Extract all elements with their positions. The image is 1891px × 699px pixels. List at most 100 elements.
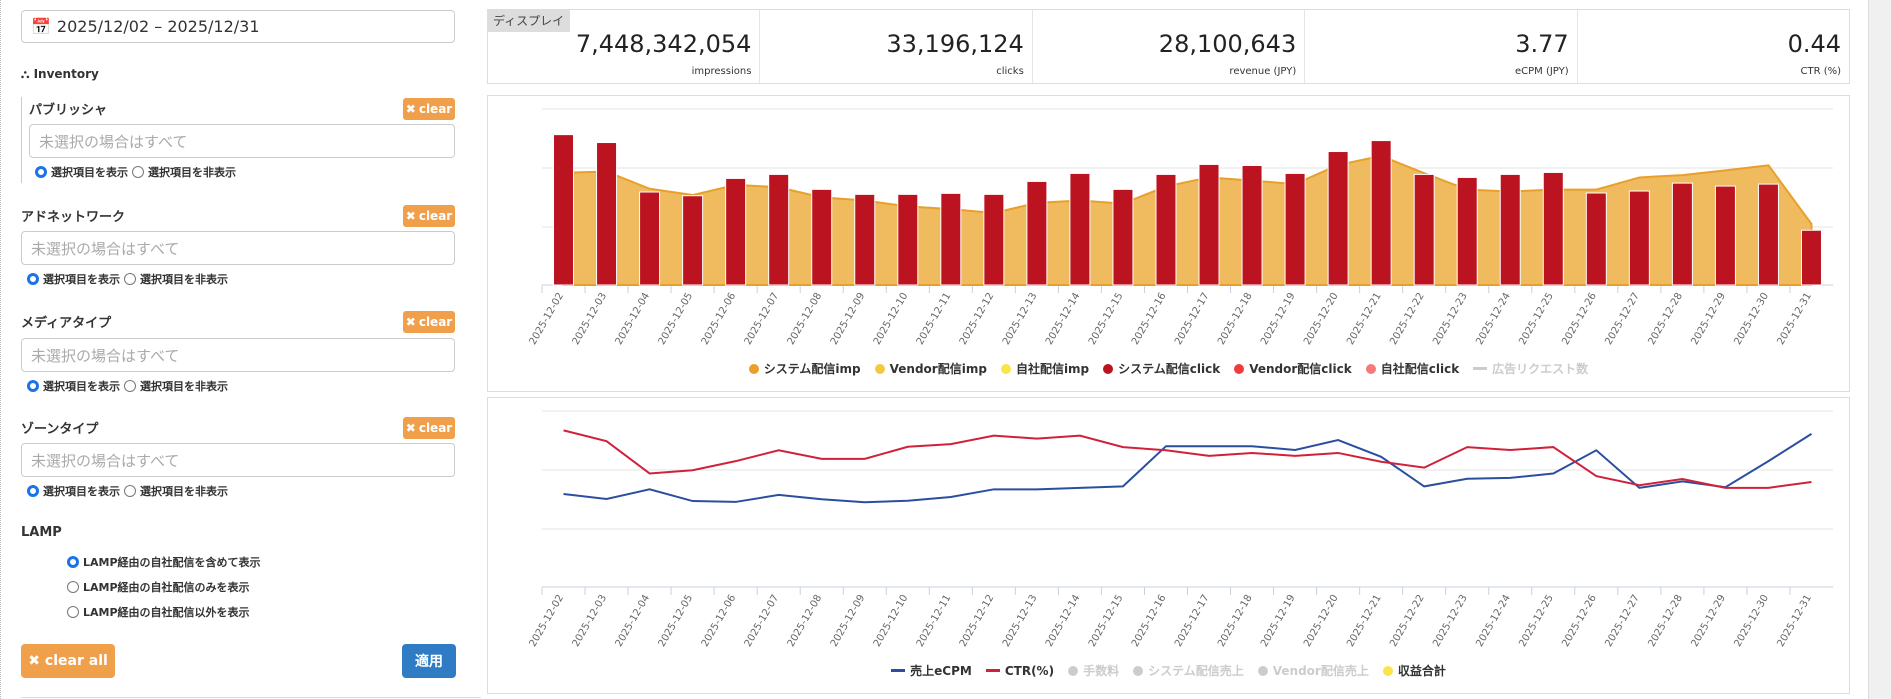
lamp-radio[interactable] <box>67 556 79 568</box>
date-range-input[interactable]: 📅 2025/12/02 – 2025/12/31 <box>21 10 455 43</box>
legend-ad-requests[interactable]: 広告リクエスト数 <box>1473 360 1588 377</box>
x-tick-label: 2025-12-16 <box>1130 291 1169 347</box>
x-tick-label: 2025-12-28 <box>1646 291 1685 347</box>
zonetype-mode-radios: 選択項目を表示 選択項目を非表示 <box>27 483 228 499</box>
x-tick-label: 2025-12-14 <box>1044 593 1083 649</box>
legend-dot-icon <box>874 363 885 374</box>
click-bar <box>983 193 1005 286</box>
x-tick-label: 2025-12-20 <box>1302 291 1341 347</box>
publisher-input[interactable]: 未選択の場合はすべて <box>29 124 455 158</box>
x-tick-label: 2025-12-30 <box>1732 291 1771 347</box>
legend-label: 広告リクエスト数 <box>1492 362 1589 376</box>
legend-dot-icon <box>1382 665 1393 676</box>
hide-selected-radio[interactable] <box>124 380 136 392</box>
clear-zonetype-button[interactable]: ✖ clear <box>403 417 455 439</box>
x-tick-label: 2025-12-03 <box>571 291 610 347</box>
legend-dot-icon <box>1068 665 1079 676</box>
legend-total-revenue[interactable]: 収益合計 <box>1382 662 1446 679</box>
imp-click-chart: 2025-12-02 2025-12-03 2025-12-04 2025-12-05… <box>487 95 1850 392</box>
legend-label: 手数料 <box>1083 664 1120 678</box>
legend-self-click[interactable]: 自社配信click <box>1365 360 1459 377</box>
hide-selected-radio[interactable] <box>132 166 144 178</box>
lamp-option-0[interactable]: LAMP経由の自社配信を含めて表示 <box>67 554 261 570</box>
click-bar <box>768 173 790 286</box>
summary-impressions: 7,448,342,054 impressions <box>488 10 761 83</box>
adnetwork-input[interactable]: 未選択の場合はすべて <box>21 231 455 265</box>
radio-label: 選択項目を表示 <box>51 166 128 179</box>
x-tick-label: 2025-12-08 <box>786 291 825 347</box>
legend-sys-revenue[interactable]: システム配信売上 <box>1133 662 1244 679</box>
clear-mediatype-button[interactable]: ✖ clear <box>403 311 455 333</box>
revenue-value: 28,100,643 <box>1158 30 1297 58</box>
x-tick-label: 2025-12-05 <box>657 291 696 347</box>
x-tick-label: 2025-12-15 <box>1087 291 1126 347</box>
inventory-heading: ⛬ Inventory <box>21 67 99 82</box>
x-tick-label: 2025-12-27 <box>1603 291 1642 347</box>
sidebar-edge <box>0 0 2 699</box>
click-bar <box>811 188 833 286</box>
legend-ecpm[interactable]: 売上eCPM <box>891 662 972 679</box>
radio-label: 選択項目を非表示 <box>148 166 236 179</box>
hide-selected-radio[interactable] <box>124 273 136 285</box>
clear-all-button[interactable]: ✖ clear all <box>21 644 115 678</box>
x-tick-label: 2025-12-03 <box>571 593 610 649</box>
x-tick-label: 2025-12-04 <box>614 291 653 347</box>
click-bar <box>1499 173 1521 286</box>
show-selected-radio[interactable] <box>27 273 39 285</box>
legend-sys-imp[interactable]: システム配信imp <box>748 360 861 377</box>
radio-label: 選択項目を表示 <box>43 273 120 286</box>
clear-label: clear <box>418 315 453 329</box>
ctr-line <box>563 429 1812 489</box>
lamp-option-label: LAMP経由の自社配信を含めて表示 <box>83 556 261 569</box>
legend-sys-click[interactable]: システム配信click <box>1103 360 1220 377</box>
click-bar <box>1026 180 1048 286</box>
legend-vendor-imp[interactable]: Vendor配信imp <box>874 360 987 377</box>
click-bar <box>1370 140 1392 286</box>
lamp-option-1[interactable]: LAMP経由の自社配信のみを表示 <box>67 579 250 595</box>
legend-self-imp[interactable]: 自社配信imp <box>1000 360 1089 377</box>
hide-selected-radio[interactable] <box>124 485 136 497</box>
legend-label: 収益合計 <box>1397 664 1446 678</box>
page-scrollbar[interactable] <box>1868 0 1891 699</box>
x-icon: ✖ <box>405 209 416 223</box>
radio-label: 選択項目を表示 <box>43 380 120 393</box>
legend-ctr[interactable]: CTR(%) <box>985 662 1055 679</box>
legend-vendor-revenue[interactable]: Vendor配信売上 <box>1257 662 1369 679</box>
click-bar <box>1413 173 1435 286</box>
legend-label: CTR(%) <box>1004 663 1055 678</box>
lamp-option-2[interactable]: LAMP経由の自社配信以外を表示 <box>67 604 250 620</box>
x-tick-label: 2025-12-12 <box>958 291 997 347</box>
mediatype-input[interactable]: 未選択の場合はすべて <box>21 338 455 372</box>
x-tick-label: 2025-12-23 <box>1431 593 1470 649</box>
zonetype-input[interactable]: 未選択の場合はすべて <box>21 443 455 477</box>
summary-ecpm: 3.77 eCPM (JPY) <box>1305 10 1578 83</box>
click-bar <box>1155 173 1177 286</box>
clicks-value: 33,196,124 <box>886 30 1024 58</box>
show-selected-radio[interactable] <box>35 166 47 178</box>
filter-label-adnetwork: アドネットワーク <box>21 210 126 225</box>
click-bar <box>1069 172 1091 286</box>
legend-fee[interactable]: 手数料 <box>1068 662 1119 679</box>
x-tick-label: 2025-12-26 <box>1560 593 1599 649</box>
lamp-radio[interactable] <box>67 606 79 618</box>
x-tick-label: 2025-12-19 <box>1259 593 1298 649</box>
show-selected-radio[interactable] <box>27 485 39 497</box>
legend-dot-icon <box>1365 363 1376 374</box>
legend-vendor-click[interactable]: Vendor配信click <box>1234 360 1352 377</box>
filter-label-zonetype: ゾーンタイプ <box>21 422 99 437</box>
legend-label: Vendor配信売上 <box>1272 664 1369 678</box>
show-selected-radio[interactable] <box>27 380 39 392</box>
apply-button[interactable]: 適用 <box>402 644 456 678</box>
ctr-label: CTR (%) <box>1800 66 1842 77</box>
publisher-group-line <box>21 97 22 183</box>
legend-dot-icon <box>1000 363 1011 374</box>
ecpm-label: eCPM (JPY) <box>1514 66 1569 77</box>
x-tick-label: 2025-12-18 <box>1216 593 1255 649</box>
clear-publisher-button[interactable]: ✖ clear <box>403 98 455 120</box>
revenue-label: revenue (JPY) <box>1229 66 1297 77</box>
sidebar-divider <box>21 697 481 698</box>
legend-label: Vendor配信imp <box>889 362 987 376</box>
clear-adnetwork-button[interactable]: ✖ clear <box>403 205 455 227</box>
lamp-radio[interactable] <box>67 581 79 593</box>
click-bar <box>1327 151 1349 286</box>
